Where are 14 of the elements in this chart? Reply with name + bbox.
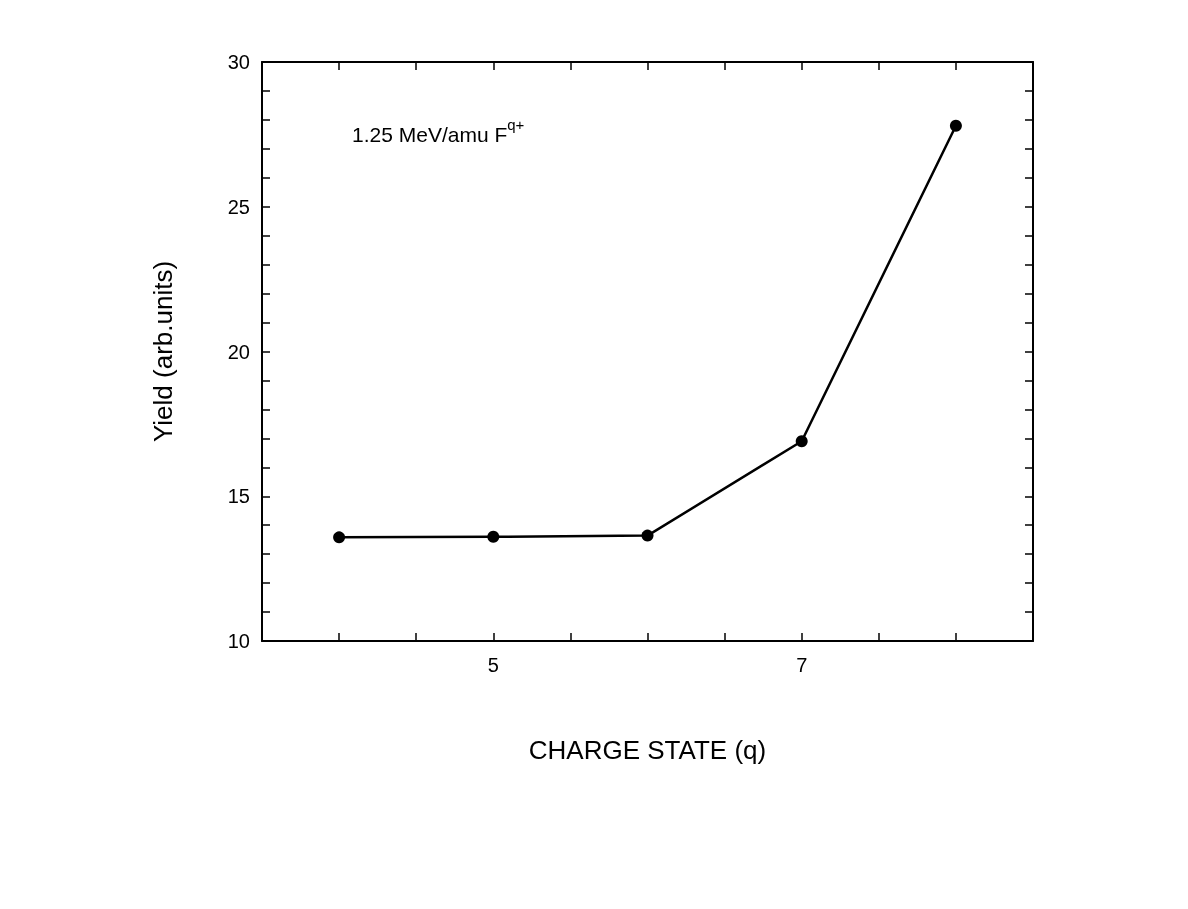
point (795, 435, 808, 448)
y-tick-label: 25 (227, 195, 250, 218)
y-tick-label: 10 (227, 630, 250, 652)
y-axis-title: Yield (arb.units) (148, 260, 178, 443)
y-tick-label: 30 (227, 51, 250, 73)
point (949, 119, 962, 132)
x-tick-label: 7 (796, 654, 808, 676)
y-tick-label: 15 (227, 485, 250, 508)
point (487, 530, 500, 543)
y-tick-label: 20 (227, 340, 250, 363)
point (333, 531, 346, 544)
point (641, 529, 654, 542)
x-tick-label: 5 (487, 654, 499, 676)
x-axis-title: CHARGE STATE (q) (528, 735, 767, 765)
